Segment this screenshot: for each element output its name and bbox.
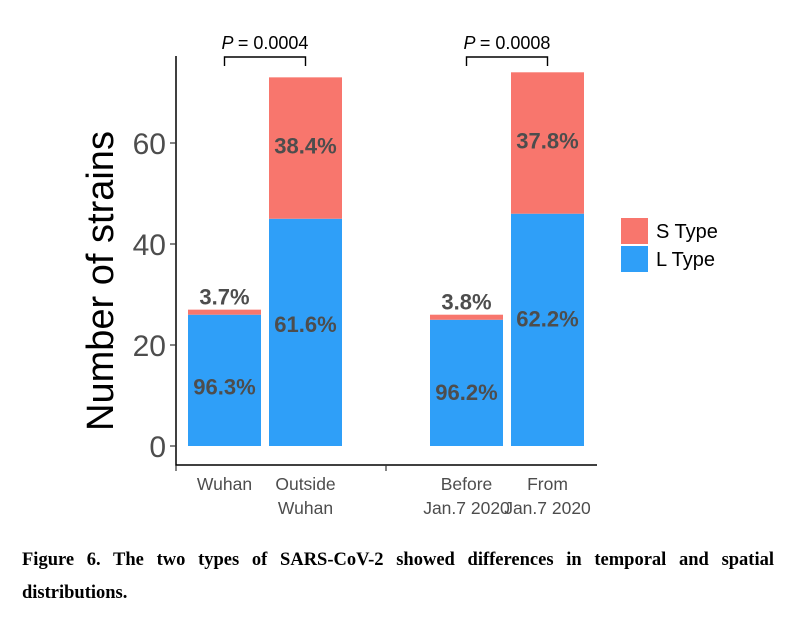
bar-l-type — [188, 314, 261, 446]
figure-caption: Figure 6. The two types of SARS-CoV-2 sh… — [22, 550, 774, 603]
legend: S Type L Type — [621, 218, 718, 272]
bar-s-type — [430, 314, 503, 320]
data-label-l-type: 62.2% — [516, 307, 578, 332]
data-label-l-type: 96.2% — [435, 380, 497, 405]
stacked-bar-chart: 0 20 40 60 Number of strains Wuhan Outside Wuha… — [80, 33, 718, 518]
data-label-s-type: 38.4% — [274, 133, 336, 158]
legend-label: L Type — [656, 249, 715, 271]
axes: 0 20 40 60 Number of strains Wuhan Outside Wuha… — [80, 56, 597, 518]
legend-swatch — [621, 246, 648, 272]
x-tick-label: Jan.7 2020 — [423, 498, 510, 518]
data-label-s-type: 3.8% — [441, 290, 491, 315]
bar-s-type — [511, 72, 584, 214]
bars: 96.3% 3.7% 61.6% 38.4% 96.2% 3.8% 62.2% 37.8% — [188, 72, 584, 446]
x-tick-label: Wuhan — [197, 474, 252, 494]
significance-bracket — [465, 56, 549, 66]
bar-s-type — [269, 77, 342, 219]
y-tick-label: 20 — [133, 330, 166, 363]
legend-swatch — [621, 218, 648, 244]
p-value-label: P = 0.0004 — [222, 33, 309, 53]
significance-bracket — [223, 56, 307, 66]
bar-s-type — [188, 309, 261, 315]
x-tick-label: Before — [441, 474, 493, 494]
x-tick-label: Jan.7 2020 — [504, 498, 591, 518]
data-label-s-type: 3.7% — [199, 285, 249, 310]
bar-l-type — [511, 213, 584, 446]
x-tick-label: From — [527, 474, 568, 494]
annotations: P = 0.0004 P = 0.0008 — [222, 33, 551, 66]
y-tick-label: 40 — [133, 229, 166, 262]
data-label-l-type: 61.6% — [274, 312, 336, 337]
bar-l-type — [269, 218, 342, 446]
x-tick-label: Wuhan — [278, 498, 333, 518]
data-label-s-type: 37.8% — [516, 128, 578, 153]
y-axis-label: Number of strains — [80, 131, 122, 431]
legend-label: S Type — [656, 221, 718, 243]
y-tick-label: 60 — [133, 128, 166, 161]
y-tick-label: 0 — [149, 431, 166, 464]
bar-l-type — [430, 319, 503, 446]
p-value-label: P = 0.0008 — [464, 33, 551, 53]
data-label-l-type: 96.3% — [193, 375, 255, 400]
x-tick-label: Outside — [275, 474, 335, 494]
